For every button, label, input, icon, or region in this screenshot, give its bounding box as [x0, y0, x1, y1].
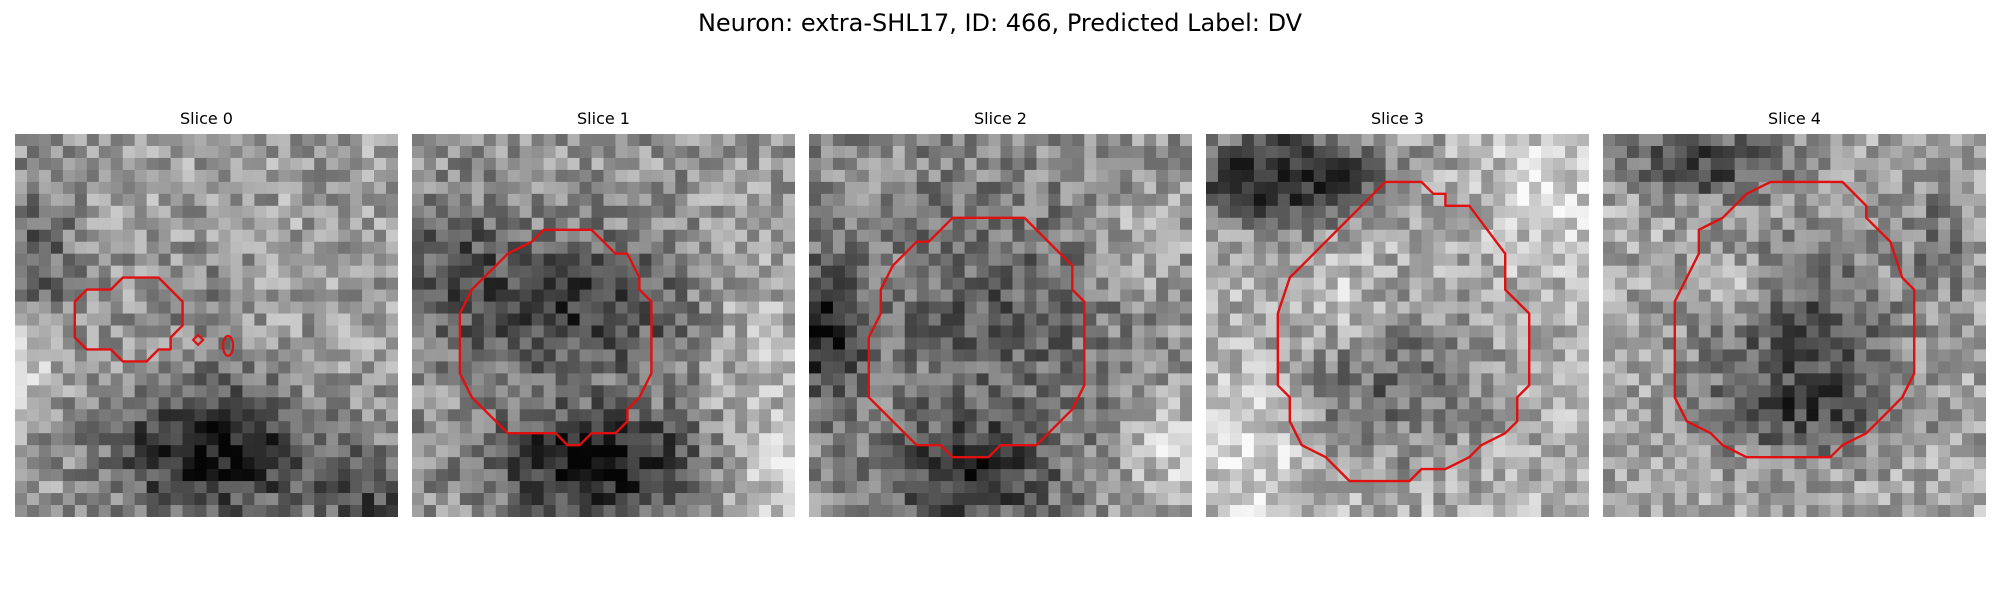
- slice-image: [412, 134, 795, 517]
- segmentation-contour: [73, 276, 184, 363]
- slice-pixels: [412, 134, 795, 517]
- slice-image: [15, 134, 398, 517]
- segmentation-contour: [191, 333, 205, 347]
- segmentation-contour: [221, 334, 235, 357]
- slice-image: [1603, 134, 1986, 517]
- slice-panel-4: Slice 4: [1603, 108, 1986, 517]
- figure-title: Neuron: extra-SHL17, ID: 466, Predicted …: [697, 9, 1303, 37]
- segmentation-contour: [1276, 180, 1531, 483]
- slice-title: Slice 3: [1371, 109, 1424, 128]
- slice-image: [809, 134, 1192, 517]
- slice-pixels: [1206, 134, 1589, 517]
- slice-pixels: [1603, 134, 1986, 517]
- slice-title: Slice 0: [180, 109, 233, 128]
- segmentation-contour: [867, 216, 1086, 459]
- slice-panel-1: Slice 1: [412, 108, 795, 517]
- slice-panel-3: Slice 3: [1206, 108, 1589, 517]
- slice-image: [1206, 134, 1589, 517]
- slice-panel-0: Slice 0: [15, 108, 398, 517]
- slice-pixels: [15, 134, 398, 517]
- segmentation-contour: [458, 228, 653, 447]
- slice-title: Slice 2: [974, 109, 1027, 128]
- slice-panel-2: Slice 2: [809, 108, 1192, 517]
- slice-title: Slice 4: [1768, 109, 1821, 128]
- slice-title: Slice 1: [577, 109, 630, 128]
- segmentation-contour: [1673, 180, 1916, 459]
- slice-pixels: [809, 134, 1192, 517]
